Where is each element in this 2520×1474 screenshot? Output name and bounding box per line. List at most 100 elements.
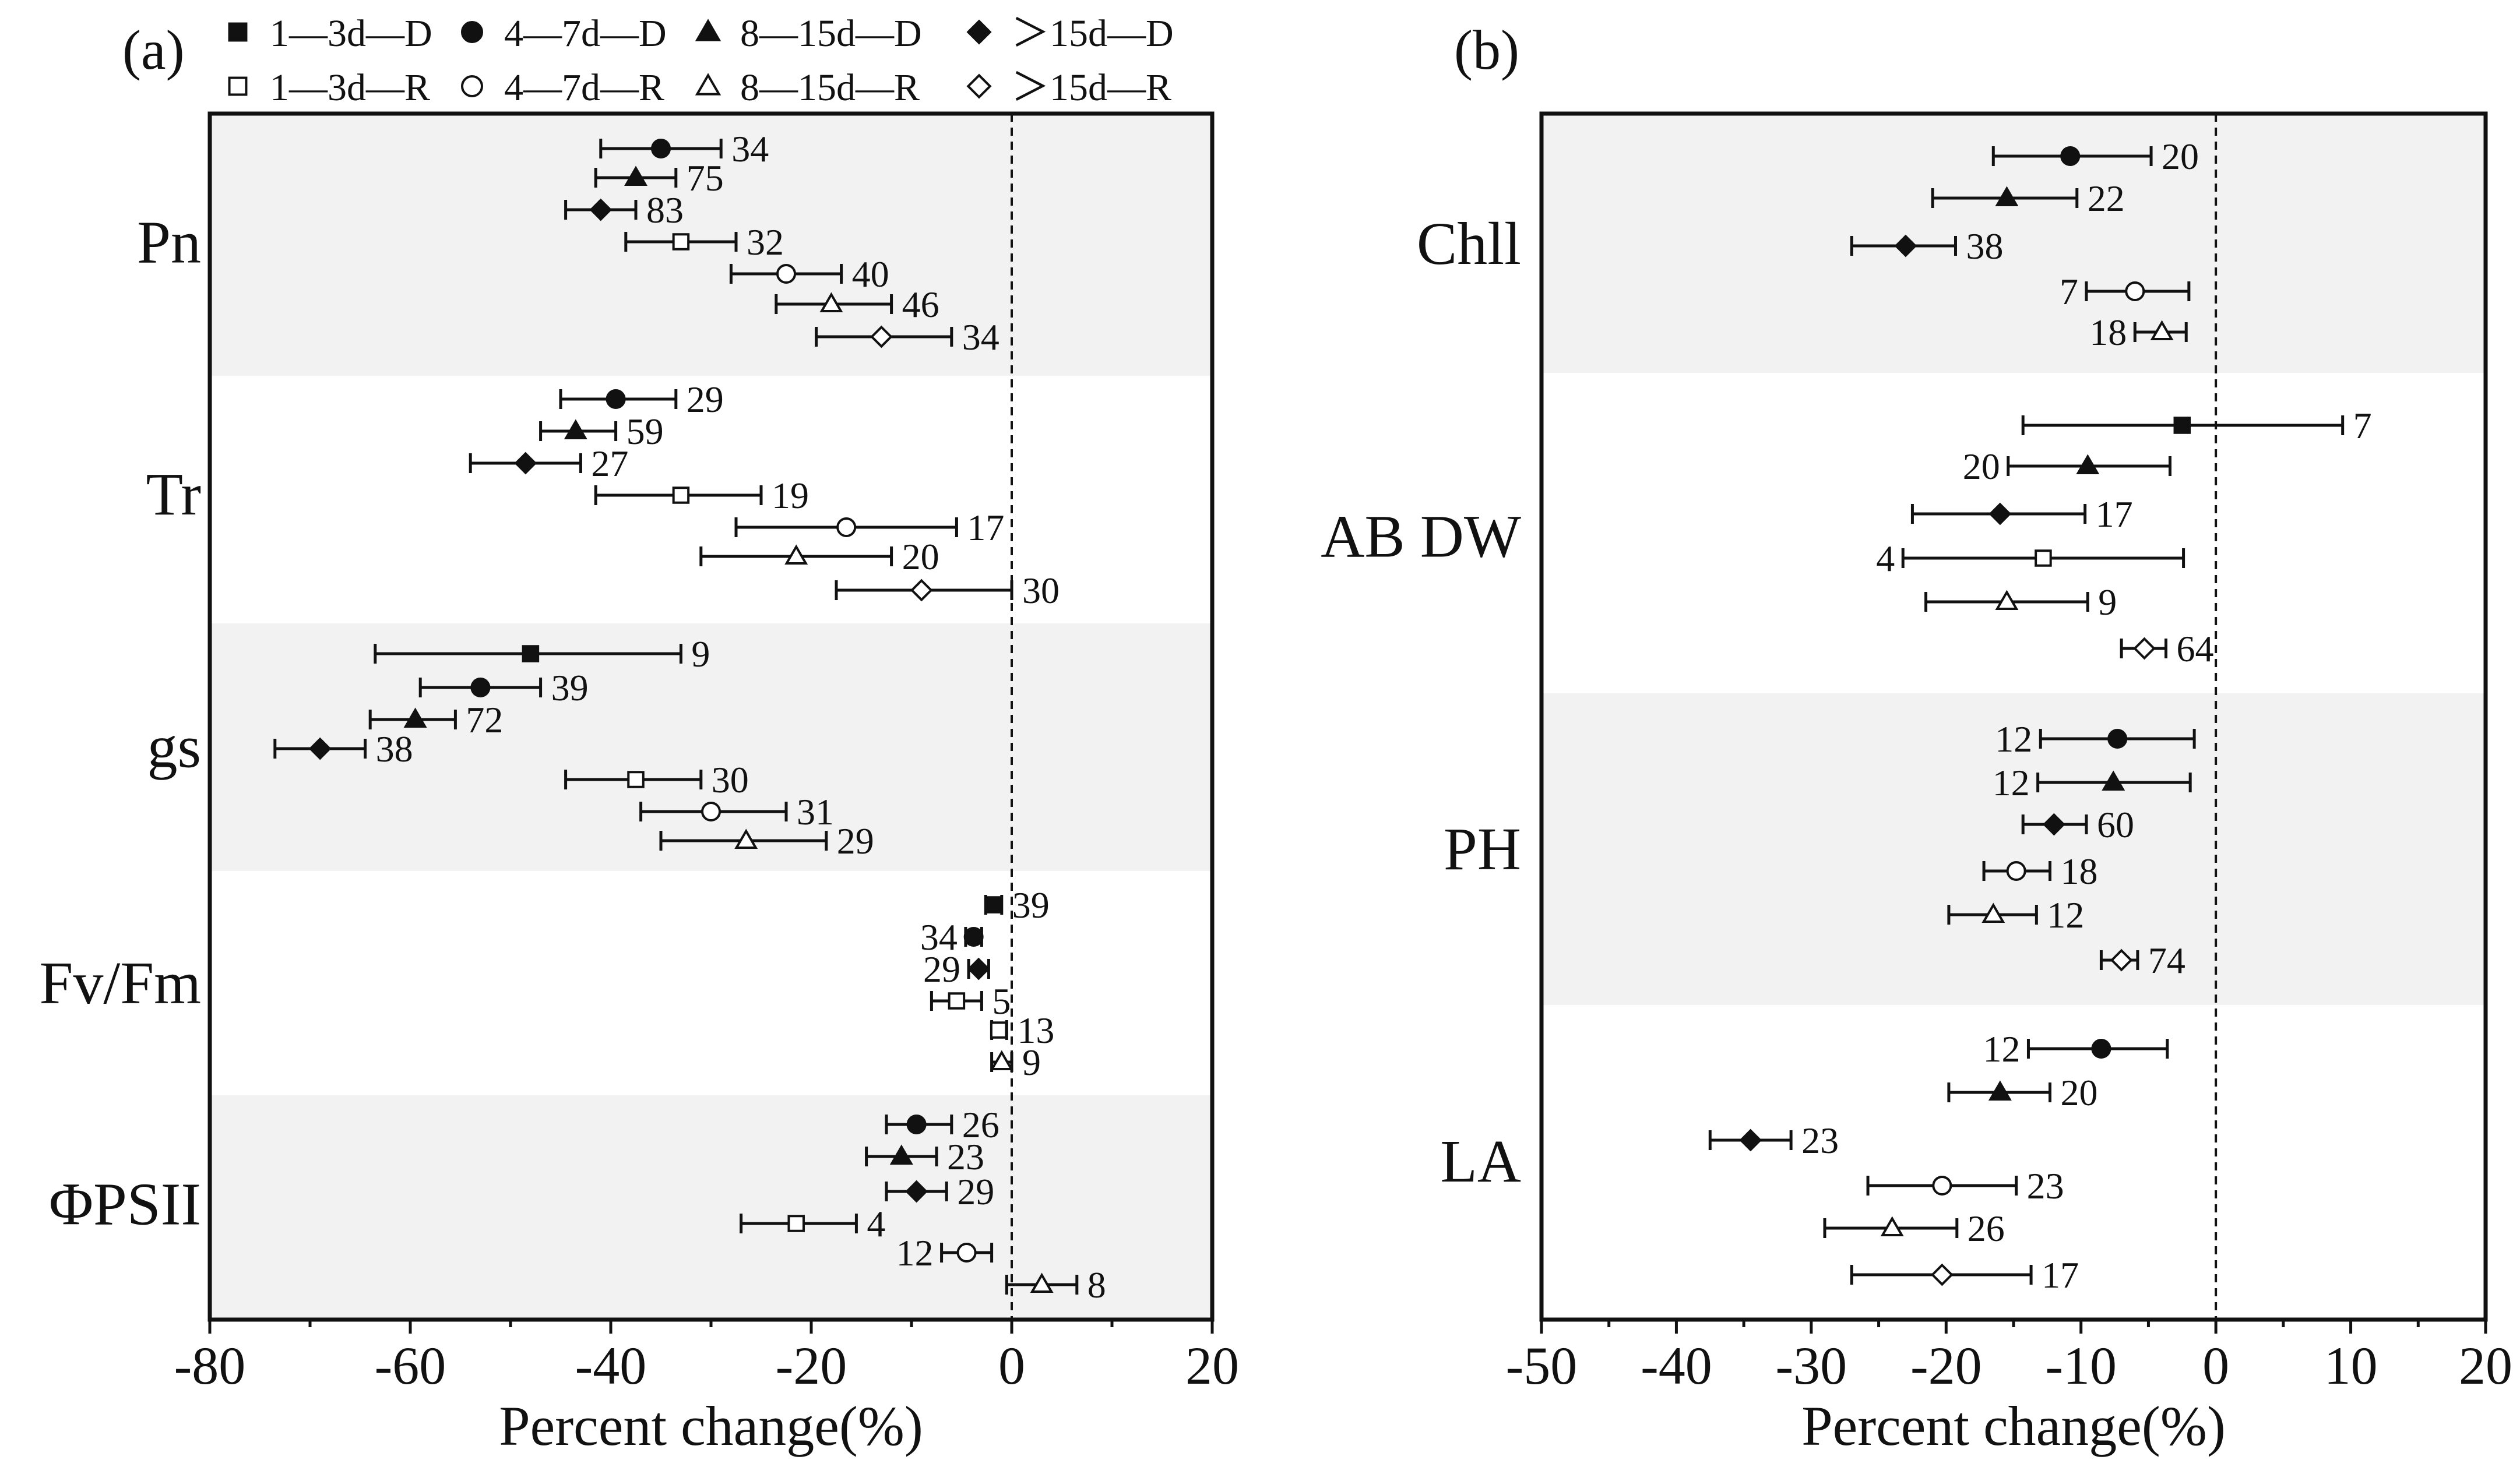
legend: 1—3d—D 4—7d—D 8—15d—D ＞15d—D 1—3d—R 4—7d—R 8—1… [228,12,1174,109]
data-point-1-3d-R [2035,549,2052,567]
data-point-4-7d-D [2107,729,2128,749]
group-label: Pn [137,209,201,276]
sample-size-label: 27 [591,443,628,484]
group-label: AB DW [1321,503,1521,570]
data-point-8-15d-R [2150,320,2174,340]
legend-item: 1—3d—D [228,12,432,55]
sample-size-label: 20 [1963,446,2000,487]
sample-size-label: 4 [1876,538,1895,579]
sample-size-label: 59 [627,411,664,452]
legend-item: 4—7d—D [461,12,667,55]
sample-size-label: 22 [2088,178,2125,219]
sample-size-label: 72 [466,699,503,740]
legend-label: ＞15d—D [1011,12,1174,55]
sample-size-label: 30 [1022,570,1060,611]
data-point-8-15d-D [624,165,647,186]
sample-size-label: 29 [957,1171,994,1212]
data-point-4-7d-D [963,927,984,947]
sample-size-label: 12 [1993,762,2030,803]
legend-label: ＞15d—R [1011,66,1171,109]
panel-label: (b) [1454,19,1519,81]
data-point-8-15d-D [2076,454,2100,474]
group-chll: Chll 20 22 38 7 18 [1417,136,2199,353]
sample-size-label: 4 [867,1203,885,1244]
data-point-8-15d-D [403,707,427,728]
group-band-0 [1541,114,2486,373]
sample-size-label: 17 [2042,1254,2079,1296]
sample-size-label: 9 [1022,1042,1041,1083]
data-point-1-3d-R [948,992,966,1010]
data-point-8-15d-R [1030,1272,1054,1293]
legend-marker [228,76,248,96]
tick-label: -40 [1641,1336,1712,1395]
sample-size-label: 20 [2060,1072,2097,1113]
sample-size-label: 13 [1017,1010,1054,1051]
tick-label: 10 [2324,1336,2378,1395]
legend-marker [228,22,248,42]
legend-label: 8—15d—R [740,66,920,109]
sample-size-label: 26 [1968,1208,2005,1249]
legend-marker [966,73,992,99]
data-point-gt15d-R [1931,1263,1954,1286]
sample-size-label: 9 [691,633,710,675]
legend-label: 1—3d—R [270,66,430,109]
legend-marker [966,19,992,45]
data-point-8-15d-R [1995,590,2019,610]
sample-size-label: 18 [2089,312,2127,353]
sample-size-label: 30 [712,759,749,801]
sample-size-label: 31 [797,791,834,833]
data-point-1-3d-D [985,896,1002,914]
x-axis-label: Percent change(%) [499,1395,923,1457]
legend-marker [461,21,483,43]
data-point-4-7d-R [701,802,721,821]
data-point-4-7d-D [2091,1039,2111,1059]
tick-label: -40 [575,1336,647,1395]
legend-label: 4—7d—D [504,12,667,55]
group-label: Fv/Fm [40,950,201,1017]
legend-label: 4—7d—R [504,66,664,109]
data-point-1-3d-D [522,645,540,662]
data-point-gt15d-R [870,325,893,348]
legend-item: 1—3d—R [228,66,430,109]
data-point-gt15d-R [2133,637,2156,660]
sample-size-label: 32 [747,221,784,263]
data-point-1-3d-R [672,486,690,504]
group-label: Tr [146,461,201,528]
data-point-8-15d-D [1995,186,2019,206]
data-point-4-7d-R [2125,281,2145,301]
data-point-4-7d-D [2060,146,2081,166]
tick-label: 20 [2459,1336,2512,1395]
tick-label: 0 [998,1336,1025,1395]
sample-size-label: 12 [1995,718,2032,760]
sample-size-label: 23 [947,1136,984,1177]
data-point-4-7d-R [836,517,857,537]
data-point-1-3d-R [672,233,690,251]
sample-size-label: 38 [1966,225,2003,267]
data-point-gt15d-D [1988,502,2012,526]
sample-size-label: 60 [2097,804,2134,845]
tick-label: 20 [1185,1336,1239,1395]
group-la: LA 12 20 23 23 26 17 [1440,1028,2169,1296]
data-point-8-15d-R [734,828,758,849]
sample-size-label: 74 [2148,940,2185,981]
sample-size-label: 23 [2027,1165,2064,1207]
x-axis: -50 -40 -30 -20 -10 0 10 20 Percent change(%) [1506,1320,2512,1457]
group-label: Chll [1417,210,1521,277]
data-point-4-7d-D [651,139,671,158]
sample-size-label: 26 [962,1104,999,1145]
sample-size-label: 38 [376,728,413,770]
group-label: LA [1440,1128,1521,1195]
data-point-1-3d-R [627,771,645,788]
sample-size-label: 17 [967,507,1004,548]
legend-item: ＞15d—D [966,12,1174,55]
data-point-4-7d-D [470,678,491,697]
sample-size-label: 75 [687,157,724,199]
sample-size-label: 20 [2162,136,2199,177]
tick-label: -60 [375,1336,446,1395]
data-point-8-15d-R [819,292,843,312]
